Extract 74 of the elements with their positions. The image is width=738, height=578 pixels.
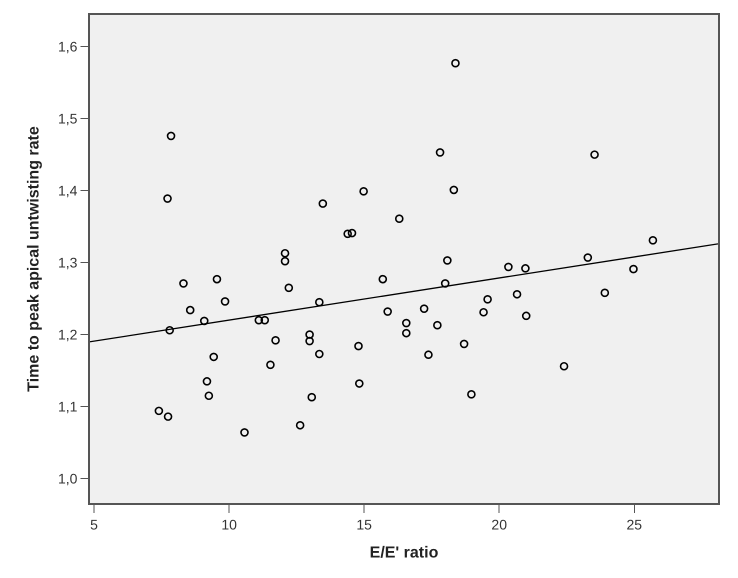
point [504,262,513,272]
point [154,406,164,416]
point [460,340,468,348]
point [584,253,592,262]
point [166,132,176,140]
point [280,248,290,258]
point [521,264,530,273]
point [479,308,488,317]
point [402,328,411,338]
x-axis-title: E/E' ratio [370,544,439,562]
y-tick-label: 1,6 [58,38,78,55]
y-tick-label: 1,5 [58,110,78,127]
point [164,412,172,421]
point [179,279,188,288]
point [648,236,658,245]
point [443,256,452,265]
x-tick-label: 10 [221,516,238,533]
point [383,307,392,316]
point [522,312,531,320]
point [260,316,270,324]
point [266,360,275,370]
point [359,187,368,196]
point [433,320,442,330]
point [436,148,444,157]
y-tick-label: 1,3 [58,254,78,270]
point [165,326,174,335]
x-tick-label: 15 [356,516,372,533]
point [202,377,212,386]
point [402,318,411,328]
x-tick-label: 25 [626,516,642,533]
point [378,274,388,284]
y-tick-label: 1,1 [58,398,78,414]
point [560,362,568,371]
point [163,194,172,203]
point [512,290,522,299]
point [271,336,280,345]
point [467,390,476,399]
point [343,230,352,238]
point [318,199,328,208]
point [315,298,324,306]
point [204,391,214,400]
point [296,420,304,430]
point [483,295,492,304]
point [200,316,209,326]
y-axis-title: Time to peak apical untwisting rate [25,126,42,392]
x-tick-label: 20 [491,516,508,533]
point [440,279,450,288]
point [315,350,324,358]
point [280,256,290,266]
y-tick-label: 1,4 [58,182,78,199]
point [354,342,363,350]
point [355,379,364,388]
point [420,304,428,313]
point [450,186,458,194]
point [212,274,222,284]
point [220,297,230,306]
x-tick-label: 5 [90,516,98,533]
point [209,352,218,362]
point [307,392,316,402]
point [305,330,314,339]
y-tick-label: 1,0 [58,470,78,486]
point [629,264,638,274]
point [600,288,610,298]
y-tick-label: 1,2 [58,326,78,342]
point [240,428,249,437]
point [348,228,356,238]
point [305,336,314,346]
point [451,58,460,68]
point [284,283,294,292]
point [394,214,404,223]
point [186,306,195,314]
point [590,150,599,159]
point [424,350,433,360]
point [254,316,264,324]
